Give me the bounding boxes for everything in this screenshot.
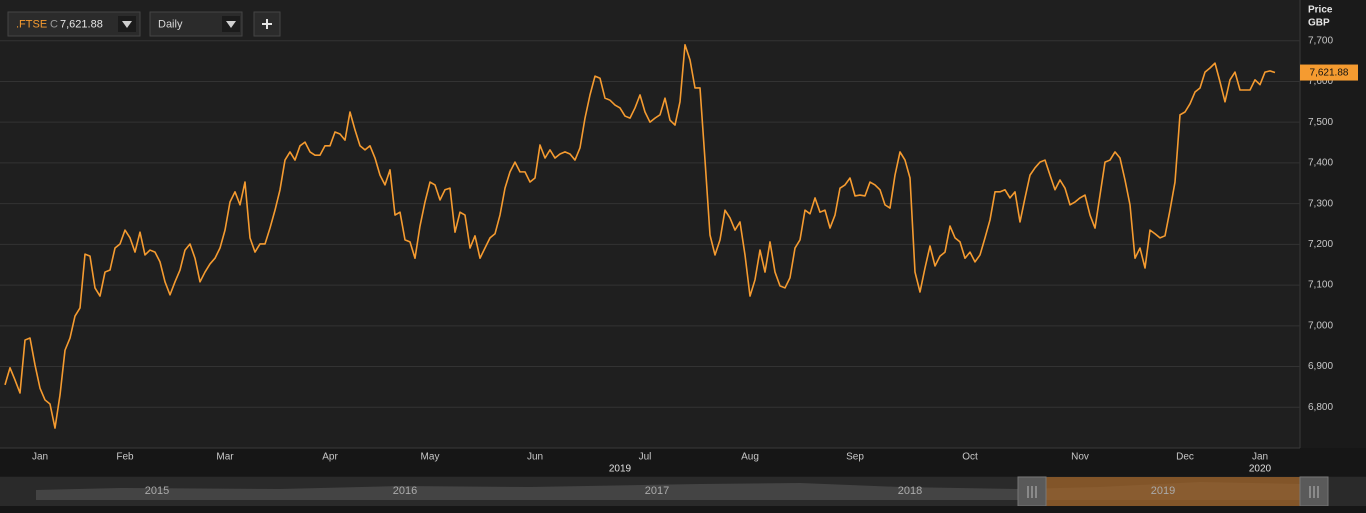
x-year-label: 2020 [1249,464,1272,475]
footer-strip [0,506,1366,513]
navigator-year: 2015 [145,485,169,497]
x-tick-label: Oct [962,452,978,463]
dropdown-arrow [226,21,236,28]
last-price-label: 7,621.88 [1310,68,1349,79]
navigator-window[interactable] [1020,477,1328,506]
y-tick-label: 6,900 [1308,361,1333,372]
price-line [4,44,1276,429]
x-tick-label: Apr [322,452,338,463]
navigator-years: 2015 2016 2017 2018 2019 [145,485,1175,497]
x-tick-label: Mar [216,452,234,463]
interval-selector[interactable]: Daily [149,11,243,37]
x-tick-label: Aug [741,452,759,463]
last-price-tag [1300,64,1358,81]
navigator-year: 2018 [898,485,922,497]
dropdown-arrow [122,21,132,28]
y-tick-label: 7,700 [1308,35,1333,46]
axis-unit: GBP [1308,18,1330,29]
axis-title: Price [1308,5,1333,16]
navigator-year: 2019 [1151,485,1175,497]
instrument-prefix[interactable]: C [50,18,58,30]
x-tick-label: Sep [846,452,864,463]
instrument-price[interactable]: 7,621.88 [60,18,103,30]
y-tick-label: 7,200 [1308,239,1333,250]
x-tick-label: May [421,452,440,463]
y-tick-label: 7,500 [1308,117,1333,128]
x-tick-label: Jul [639,452,652,463]
plot-area [0,0,1300,448]
y-tick-label: 7,400 [1308,158,1333,169]
y-tick-label: 7,000 [1308,320,1333,331]
y-tick-label: 6,800 [1308,402,1333,413]
x-tick-label: Jan [32,452,48,463]
navigator-year: 2017 [645,485,669,497]
x-tick-label: Jun [527,452,543,463]
interval-label[interactable]: Daily [158,18,183,30]
instrument-selector[interactable]: .FTSE C 7,621.88 [7,11,141,37]
x-tick-label: Feb [116,452,134,463]
navigator-year: 2016 [393,485,417,497]
navigator-area [36,482,1300,500]
x-tick-label: Nov [1071,452,1089,463]
instrument-name[interactable]: .FTSE [16,18,47,30]
x-tick-label: Dec [1176,452,1194,463]
y-tick-label: 7,600 [1308,76,1333,87]
y-tick-label: 7,100 [1308,280,1333,291]
plus-icon [262,19,272,29]
x-year-label: 2019 [609,464,632,475]
add-button[interactable] [253,11,281,37]
handle-grip [1027,486,1319,498]
x-axis-area [0,448,1366,476]
x-tick-label: Jan [1252,452,1268,463]
y-tick-label: 7,300 [1308,198,1333,209]
